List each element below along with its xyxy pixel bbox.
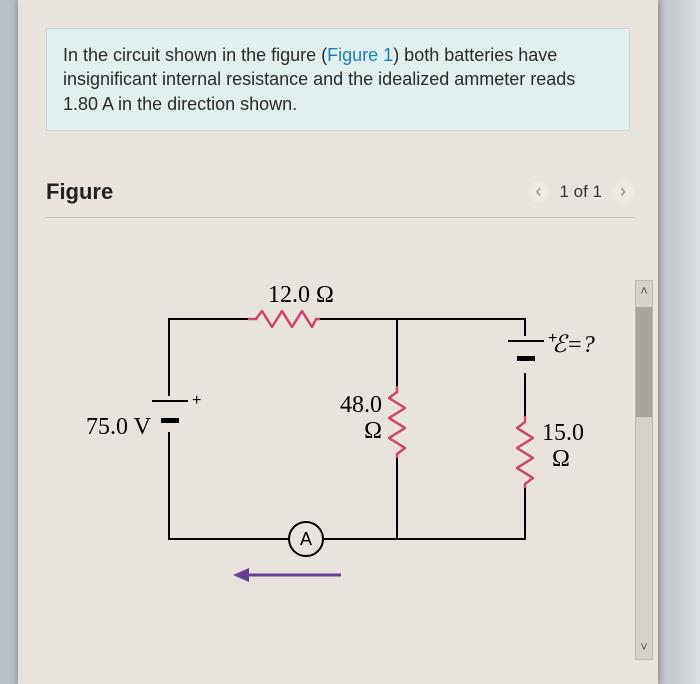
wire (320, 318, 526, 320)
problem-statement: In the circuit shown in the figure (Figu… (46, 28, 630, 131)
label-r15-num: 15.0 (542, 420, 584, 446)
label-battery-right: ℰ=? (552, 330, 595, 359)
wire (168, 538, 288, 540)
glare-overlay (656, 0, 700, 684)
pager-label: 1 of 1 (559, 182, 602, 202)
figure-title: Figure (46, 179, 113, 205)
wire (323, 538, 526, 540)
resistor-zigzag-icon (389, 386, 405, 458)
scroll-down-icon[interactable]: ˅ (636, 639, 652, 657)
scroll-thumb[interactable] (636, 307, 652, 417)
figure-link[interactable]: Figure 1 (327, 45, 393, 65)
label-r48: 48.0 Ω (328, 392, 382, 445)
battery-right: + (508, 334, 544, 374)
battery-plus-icon: + (192, 392, 201, 410)
circuit-diagram: + + A 12.0 Ω 48.0 Ω 15.0 Ω 75.0 (148, 298, 548, 588)
battery-long-plate-icon (152, 400, 188, 402)
ammeter-label: A (300, 529, 312, 549)
next-figure-button[interactable]: › (612, 181, 634, 203)
label-r12: 12.0 Ω (268, 282, 334, 309)
wire (524, 488, 526, 540)
resistor-15 (516, 416, 534, 488)
label-r15-ohm: Ω (542, 446, 584, 472)
battery-left: + (152, 394, 188, 434)
resistor-12 (248, 310, 320, 328)
battery-short-plate-icon (517, 356, 535, 361)
problem-text-before: In the circuit shown in the figure ( (63, 45, 327, 65)
scroll-up-icon[interactable]: ˄ (636, 283, 652, 301)
prev-figure-button[interactable]: ‹ (527, 181, 549, 203)
ammeter: A (288, 521, 324, 557)
label-r48-ohm: Ω (328, 418, 382, 444)
wire (396, 458, 398, 540)
battery-short-plate-icon (161, 418, 179, 423)
label-battery-left: 75.0 V (86, 414, 151, 441)
figure-header: Figure ‹ 1 of 1 › (46, 179, 634, 211)
current-arrow-icon (233, 566, 343, 584)
resistor-zigzag-icon (248, 311, 320, 327)
battery-long-plate-icon (508, 340, 544, 342)
label-r15: 15.0 Ω (542, 420, 584, 473)
resistor-zigzag-icon (517, 416, 533, 488)
divider (46, 217, 634, 218)
scrollbar[interactable]: ˄ ˅ (635, 280, 653, 660)
wire (396, 318, 398, 386)
wire (168, 318, 248, 320)
figure-pager: ‹ 1 of 1 › (527, 181, 634, 203)
page: In the circuit shown in the figure (Figu… (18, 0, 658, 684)
wire (524, 373, 526, 417)
wire (168, 318, 170, 396)
label-r48-num: 48.0 (340, 392, 382, 418)
wire (168, 432, 170, 540)
resistor-48 (388, 386, 406, 458)
